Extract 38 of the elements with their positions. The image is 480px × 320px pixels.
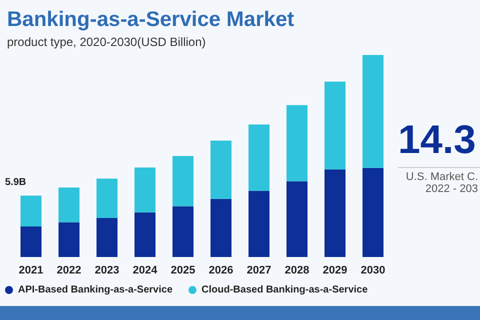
text: 2022 - 203 <box>424 183 479 195</box>
bar <box>58 188 80 222</box>
x-tick-label: 2024 <box>132 264 158 276</box>
bar <box>286 105 308 182</box>
bar <box>286 181 308 257</box>
bar <box>134 212 156 257</box>
x-tick-label: 2025 <box>170 264 196 276</box>
bar <box>134 168 156 212</box>
bar <box>210 140 232 199</box>
annotation: 5.9B <box>5 177 26 188</box>
bar <box>210 198 232 257</box>
chart-title: Banking-as-a-Service Market <box>7 8 294 31</box>
text: 14.3 <box>398 118 477 163</box>
bar <box>248 124 270 191</box>
x-tick-label: 2027 <box>246 264 272 276</box>
bar <box>96 178 118 218</box>
bar <box>58 222 80 257</box>
bar <box>172 206 194 257</box>
x-tick-label: 2030 <box>360 264 386 276</box>
x-tick-label: 2029 <box>322 264 348 276</box>
bar <box>248 190 270 257</box>
bar <box>20 196 42 226</box>
x-tick-label: 2028 <box>284 264 310 276</box>
text: U.S. Market C. <box>404 171 479 183</box>
bar <box>324 169 346 257</box>
x-tick-label: 2022 <box>56 264 82 276</box>
legend-label: Cloud-Based Banking-as-a-Service <box>202 284 368 296</box>
bar <box>324 82 346 170</box>
bar <box>20 226 42 257</box>
x-tick-label: 2021 <box>18 264 44 276</box>
chart-subtitle: product type, 2020-2030(USD Billion) <box>7 35 206 49</box>
bar <box>362 168 384 257</box>
bar <box>172 156 194 206</box>
legend-label: API-Based Banking-as-a-Service <box>18 284 173 296</box>
x-tick-label: 2026 <box>208 264 234 276</box>
x-tick-label: 2023 <box>94 264 120 276</box>
bar <box>362 55 384 168</box>
bar <box>96 218 118 257</box>
